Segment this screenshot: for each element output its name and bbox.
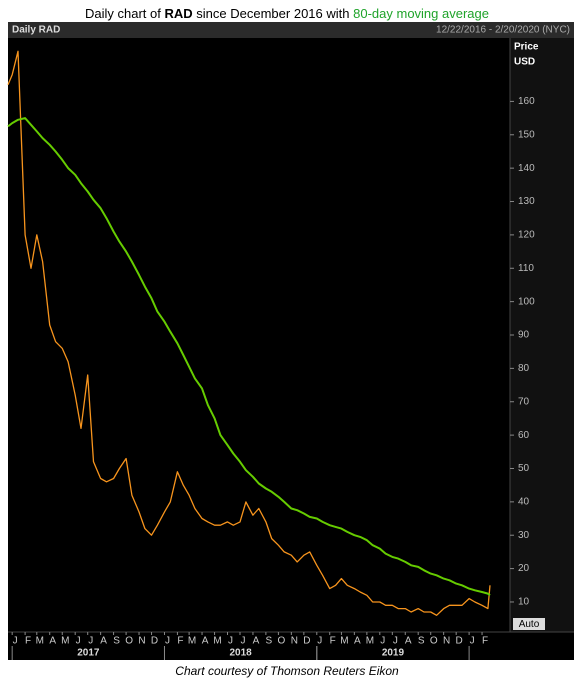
x-tick-label: A <box>202 636 209 647</box>
x-tick-label: M <box>366 636 374 647</box>
x-tick-label: J <box>165 636 170 647</box>
header-bar <box>8 22 574 38</box>
y-tick-label: 30 <box>518 530 530 541</box>
x-tick-label: N <box>291 636 298 647</box>
y-tick-label: 70 <box>518 396 530 407</box>
chart-title: Daily chart of RAD since December 2016 w… <box>0 6 574 21</box>
y-tick-label: 90 <box>518 330 530 341</box>
chart: Daily RAD 12/22/2016 - 2/20/2020 (NYC) P… <box>7 22 574 660</box>
title-highlight: 80-day moving average <box>353 6 489 21</box>
y-tick-label: 40 <box>518 496 530 507</box>
x-tick-label: F <box>177 636 183 647</box>
x-tick-label: O <box>430 636 438 647</box>
x-tick-label: J <box>76 636 81 647</box>
year-label: 2018 <box>230 648 253 659</box>
x-tick-label: O <box>278 636 286 647</box>
y-tick-label: 10 <box>518 597 530 608</box>
x-tick-label: J <box>228 636 233 647</box>
axis-label: USD <box>514 57 535 68</box>
price-line <box>7 117 491 597</box>
x-tick-label: S <box>266 636 273 647</box>
y-tick-label: 60 <box>518 430 530 441</box>
x-tick-label: M <box>340 636 348 647</box>
x-tick-label: M <box>61 636 69 647</box>
title-text: since December 2016 with <box>196 6 350 21</box>
title-text: Daily chart of <box>85 6 161 21</box>
year-label: 2019 <box>382 648 405 659</box>
axis-label: Price <box>514 42 539 53</box>
scale-button[interactable] <box>513 618 545 630</box>
title-ticker: RAD <box>164 6 193 21</box>
x-tick-label: S <box>418 636 425 647</box>
x-tick-label: J <box>393 636 398 647</box>
y-tick-label: 140 <box>518 163 535 174</box>
x-tick-label: J <box>380 636 385 647</box>
x-tick-label: D <box>303 636 310 647</box>
x-tick-label: A <box>253 636 260 647</box>
x-tick-label: M <box>188 636 196 647</box>
scale-button-label[interactable]: Auto <box>519 619 540 630</box>
x-tick-label: D <box>151 636 158 647</box>
y-tick-label: 130 <box>518 196 535 207</box>
y-tick-label: 80 <box>518 363 530 374</box>
chart-background <box>8 22 574 660</box>
header-right: 12/22/2016 - 2/20/2020 (NYC) <box>436 25 570 36</box>
y-tick-label: 50 <box>518 463 530 474</box>
y-tick-label: 100 <box>518 296 535 307</box>
x-tick-label: J <box>241 636 246 647</box>
x-tick-label: N <box>138 636 145 647</box>
y-tick-label: 110 <box>518 263 534 274</box>
y-tick-label: 150 <box>518 129 535 140</box>
x-tick-label: O <box>125 636 133 647</box>
x-tick-label: N <box>443 636 450 647</box>
x-tick-label: J <box>13 636 18 647</box>
year-label: 2017 <box>77 648 100 659</box>
x-tick-label: A <box>354 636 361 647</box>
x-tick-label: J <box>88 636 93 647</box>
y-tick-label: 20 <box>518 563 530 574</box>
x-tick-label: A <box>49 636 56 647</box>
caption: Chart courtesy of Thomson Reuters Eikon <box>175 664 399 678</box>
x-tick-label: J <box>470 636 475 647</box>
x-tick-label: M <box>36 636 44 647</box>
x-tick-label: A <box>100 636 107 647</box>
x-tick-label: F <box>482 636 488 647</box>
x-tick-label: F <box>330 636 336 647</box>
x-tick-label: S <box>113 636 120 647</box>
x-tick-label: J <box>317 636 322 647</box>
y-tick-label: 160 <box>518 96 535 107</box>
x-tick-label: M <box>213 636 221 647</box>
x-tick-label: A <box>405 636 412 647</box>
x-tick-label: D <box>456 636 463 647</box>
price-line <box>7 50 491 616</box>
header-left: Daily RAD <box>12 25 60 36</box>
axis-panel <box>510 38 574 632</box>
x-tick-label: F <box>25 636 31 647</box>
y-tick-label: 120 <box>518 230 535 241</box>
